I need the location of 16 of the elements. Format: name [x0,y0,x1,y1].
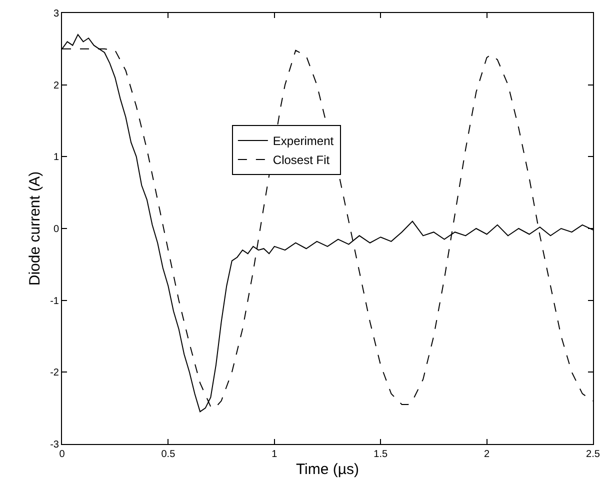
y-tick-label: -1 [50,296,60,307]
y-tick-label: 3 [53,8,60,20]
legend-label: Closest Fit [272,153,330,168]
x-tick-label: 1.5 [374,449,388,460]
y-axis-title: Diode current (A) [26,171,44,286]
y-tick-label: -3 [50,440,60,450]
y-tick-label: 0 [53,224,60,235]
legend-label: Experiment [272,134,334,148]
y-tick-label: 1 [53,152,60,164]
x-tick-label: 2 [484,449,490,460]
y-tick-label: -2 [50,368,60,379]
x-tick-label: 1 [272,449,278,460]
x-axis-title: Time (µs) [296,461,360,478]
y-tick-label: 2 [53,80,60,92]
x-tick-label: 0.5 [161,449,176,460]
x-tick-label: 2.5 [586,449,600,460]
